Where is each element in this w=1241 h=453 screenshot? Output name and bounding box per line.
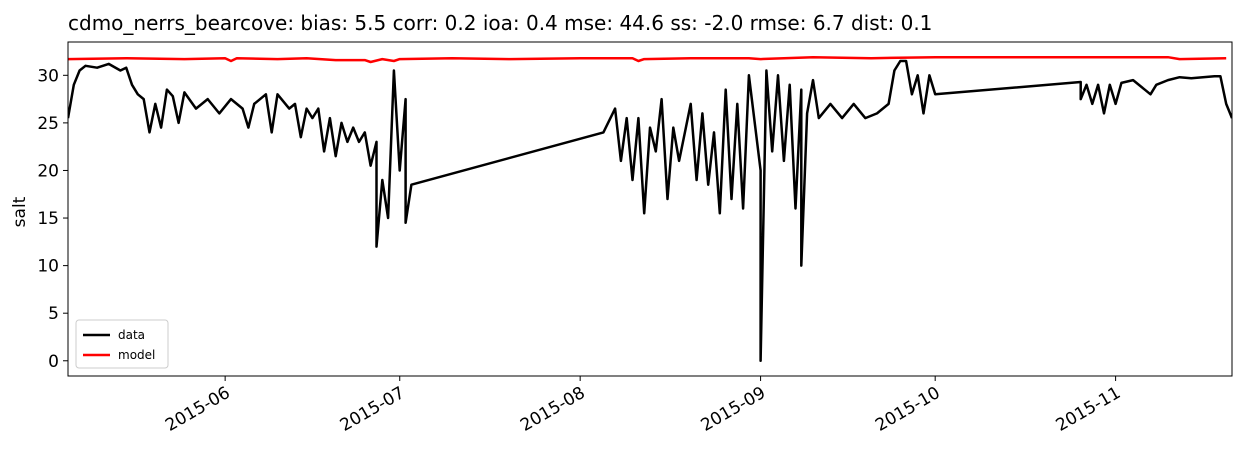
y-tick-label: 10 bbox=[37, 257, 59, 277]
x-tick-label: 2015-10 bbox=[872, 383, 944, 436]
y-axis-label: salt bbox=[10, 196, 30, 227]
x-tick-labels: 2015-06 2015-07 2015-08 2015-09 2015-10 2015-… bbox=[162, 383, 1124, 436]
x-tick-label: 2015-06 bbox=[162, 383, 234, 436]
y-ticks: 0 5 10 15 20 25 30 bbox=[37, 66, 68, 372]
series-line-model bbox=[68, 55, 1227, 64]
plot-area bbox=[68, 55, 1232, 363]
x-tick-label: 2015-08 bbox=[517, 383, 589, 436]
series-line-data bbox=[68, 59, 1232, 363]
y-tick-label: 30 bbox=[37, 66, 59, 86]
y-tick-label: 15 bbox=[37, 209, 59, 229]
y-tick-label: 5 bbox=[48, 304, 59, 324]
legend-label-data: data bbox=[118, 328, 145, 342]
x-tick-label: 2015-09 bbox=[698, 383, 770, 436]
y-tick-label: 25 bbox=[37, 114, 59, 134]
legend-label-model: model bbox=[118, 348, 155, 362]
x-ticks bbox=[224, 376, 1117, 381]
y-tick-label: 0 bbox=[48, 352, 59, 372]
legend: data model bbox=[75, 319, 169, 369]
x-tick-label: 2015-11 bbox=[1053, 383, 1125, 436]
y-tick-label: 20 bbox=[37, 161, 59, 181]
plot-frame bbox=[67, 41, 1233, 377]
x-tick-label: 2015-07 bbox=[337, 383, 409, 436]
chart-title: cdmo_nerrs_bearcove: bias: 5.5 corr: 0.2… bbox=[68, 11, 932, 35]
